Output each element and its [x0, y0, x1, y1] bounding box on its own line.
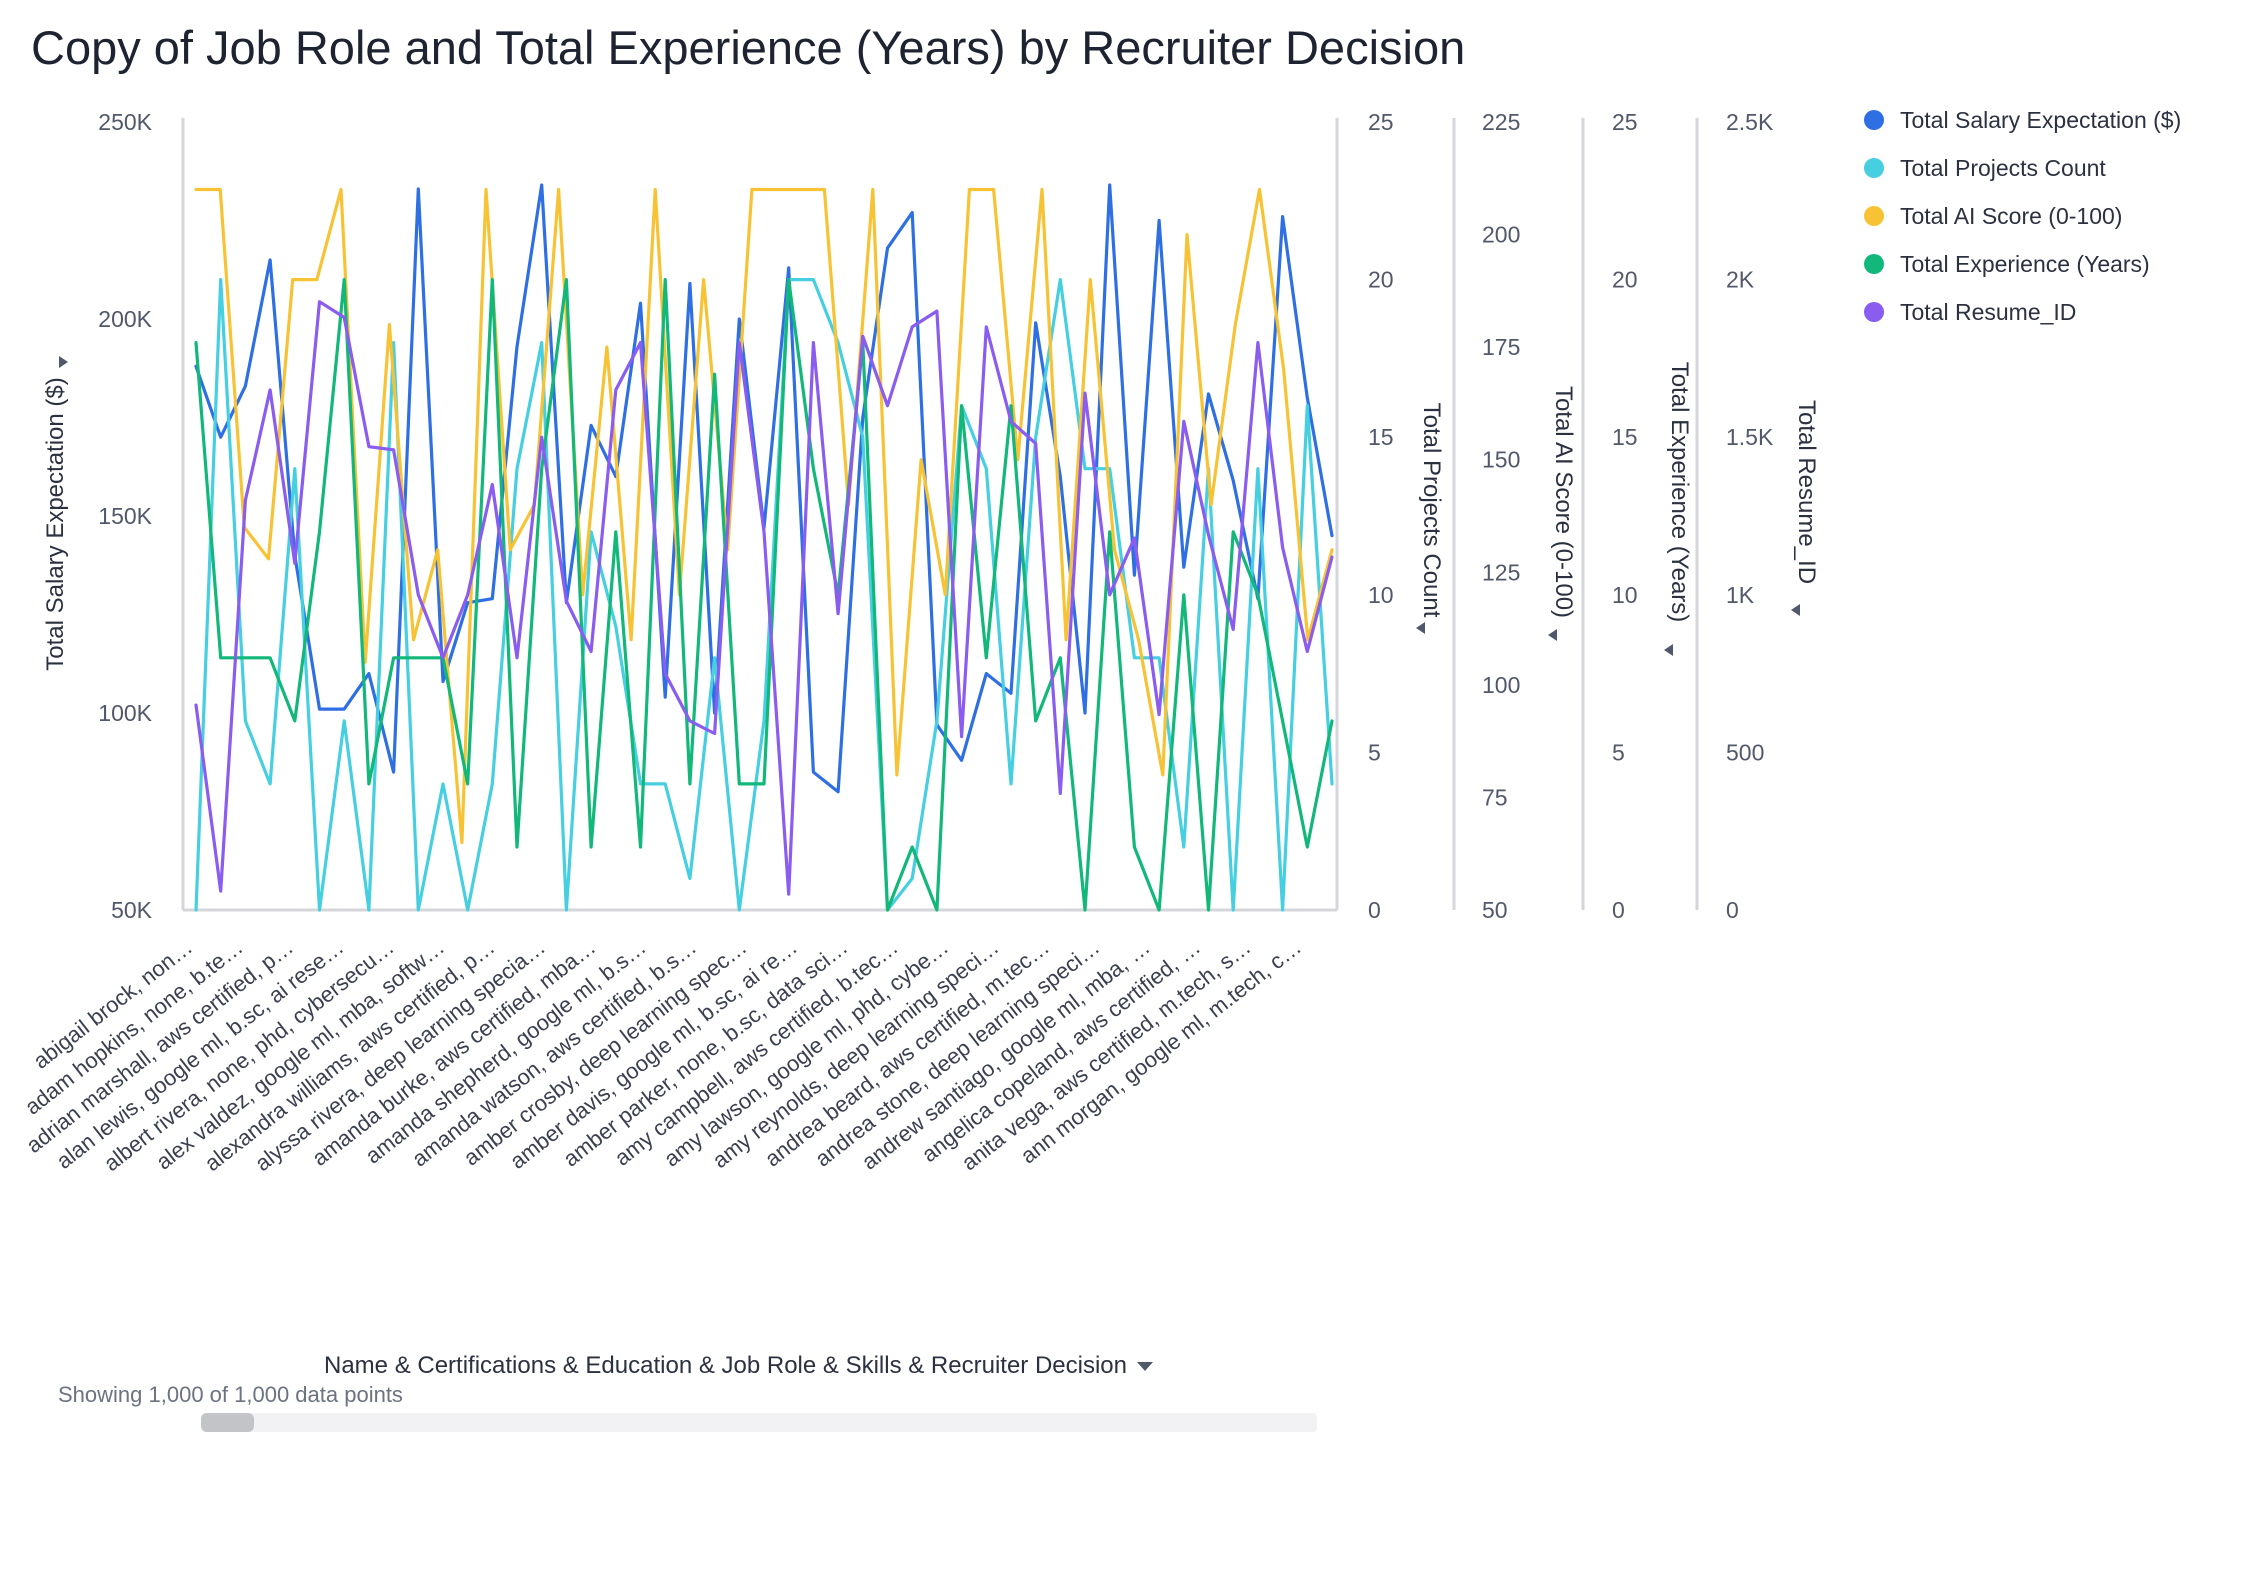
legend-label: Total Resume_ID — [1900, 298, 2077, 325]
caret-icon[interactable] — [1791, 604, 1800, 616]
x-axis-title: Name & Certifications & Education & Job … — [324, 1352, 1127, 1379]
legend-label: Total Projects Count — [1900, 154, 2106, 181]
y-tick-label: 0 — [1726, 897, 1739, 923]
y-tick-label: 250K — [98, 109, 152, 135]
legend-item-resume-id[interactable]: Total Resume_ID — [1864, 288, 2181, 336]
y-tick-label: 20 — [1612, 267, 1638, 293]
y-axis-title[interactable]: Total Projects Count — [1418, 403, 1445, 618]
y-tick-label: 50 — [1482, 897, 1508, 923]
y-axis-2: 0 5 10 15 20 25 Total Projects Count — [1335, 109, 1445, 923]
y-axis-title[interactable]: Total AI Score (0-100) — [1550, 386, 1577, 618]
series-line-total-resume-id[interactable] — [194, 300, 1334, 896]
y-tick-label: 20 — [1368, 267, 1394, 293]
y-tick-label: 225 — [1482, 109, 1520, 135]
legend-item-ai-score[interactable]: Total AI Score (0-100) — [1864, 192, 2181, 240]
y-tick-label: 25 — [1612, 109, 1638, 135]
legend-label: Total Salary Expectation ($) — [1900, 106, 2182, 133]
legend-dot — [1864, 158, 1884, 178]
y-tick-label: 1.5K — [1726, 424, 1774, 450]
y-axis-title[interactable]: Total Resume_ID — [1793, 400, 1820, 584]
series-lines — [194, 183, 1334, 912]
series-line-total-experience-years[interactable] — [194, 278, 1334, 912]
y-axis-title[interactable]: Total Experience (Years) — [1666, 362, 1693, 623]
x-axis-labels: abigail brock, non…adam hopkins, none, b… — [20, 934, 1306, 1176]
x-axis-title-dropdown[interactable]: Name & Certifications & Education & Job … — [324, 1352, 1153, 1380]
y-tick-label: 75 — [1482, 784, 1508, 810]
y-tick-label: 100K — [98, 700, 152, 726]
y-tick-label: 1K — [1726, 582, 1755, 608]
y-tick-label: 2.5K — [1726, 109, 1774, 135]
y-axis-4: 0 5 10 15 20 25 Total Experience (Years) — [1581, 109, 1693, 923]
y-tick-label: 10 — [1612, 582, 1638, 608]
scrollbar-thumb[interactable] — [201, 1413, 254, 1432]
y-tick-label: 2K — [1726, 267, 1755, 293]
y-axis-3: 50 75 100 125 150 175 200 225 Total AI Score (0-… — [1452, 109, 1577, 923]
legend: Total Salary Expectation ($) Total Proje… — [1864, 96, 2181, 336]
legend-dot — [1864, 206, 1884, 226]
y-tick-label: 100 — [1482, 672, 1520, 698]
legend-label: Total AI Score (0-100) — [1900, 202, 2123, 229]
axes: 50K 100K 150K 200K 250K Total Salary Expectat… — [42, 109, 1820, 923]
y-tick-label: 10 — [1368, 582, 1394, 608]
y-axis-5: 0 500 1K 1.5K 2K 2.5K Total Resume_ID — [1695, 109, 1820, 923]
y-axis-title[interactable]: Total Salary Expectation ($) — [42, 377, 69, 670]
y-tick-label: 0 — [1368, 897, 1381, 923]
y-tick-label: 15 — [1368, 424, 1394, 450]
horizontal-scrollbar[interactable] — [201, 1413, 1317, 1432]
caret-icon[interactable] — [1416, 622, 1425, 634]
y-tick-label: 500 — [1726, 739, 1764, 765]
y-tick-label: 0 — [1612, 897, 1625, 923]
legend-dot — [1864, 302, 1884, 322]
series-line-total-projects-count[interactable] — [194, 278, 1334, 912]
legend-label: Total Experience (Years) — [1900, 250, 2150, 277]
series-line-total-ai-score-0-100[interactable] — [194, 187, 1334, 845]
y-tick-label: 150 — [1482, 447, 1520, 473]
y-tick-label: 25 — [1368, 109, 1394, 135]
y-tick-label: 150K — [98, 503, 152, 529]
y-tick-label: 5 — [1368, 739, 1381, 765]
caret-icon[interactable] — [1664, 644, 1673, 656]
legend-dot — [1864, 110, 1884, 130]
y-tick-label: 200 — [1482, 222, 1520, 248]
y-tick-label: 200K — [98, 306, 152, 332]
y-axis-1: 50K 100K 150K 200K 250K Total Salary Expectat… — [42, 109, 153, 923]
legend-item-experience[interactable]: Total Experience (Years) — [1864, 240, 2181, 288]
chevron-down-icon — [1137, 1362, 1153, 1372]
data-points-status: Showing 1,000 of 1,000 data points — [58, 1382, 403, 1407]
y-tick-label: 175 — [1482, 334, 1520, 360]
y-tick-label: 15 — [1612, 424, 1638, 450]
legend-dot — [1864, 254, 1884, 274]
y-tick-label: 5 — [1612, 739, 1625, 765]
caret-icon[interactable] — [59, 356, 68, 368]
y-tick-label: 50K — [111, 897, 153, 923]
legend-item-projects[interactable]: Total Projects Count — [1864, 144, 2181, 192]
legend-item-salary[interactable]: Total Salary Expectation ($) — [1864, 96, 2181, 144]
plot-frame — [181, 118, 1337, 912]
caret-icon[interactable] — [1548, 629, 1557, 641]
y-tick-label: 125 — [1482, 559, 1520, 585]
chart-title: Copy of Job Role and Total Experience (Y… — [31, 21, 1466, 74]
